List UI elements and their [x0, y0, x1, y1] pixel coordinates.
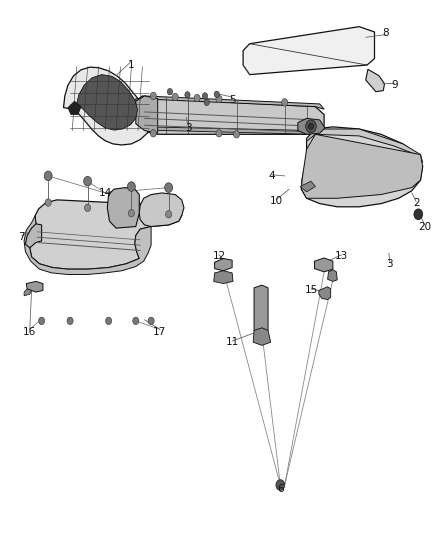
Circle shape	[414, 209, 423, 220]
Circle shape	[204, 99, 209, 106]
Polygon shape	[307, 129, 423, 163]
Text: 8: 8	[382, 28, 389, 38]
Circle shape	[150, 130, 156, 137]
Polygon shape	[328, 270, 337, 281]
Polygon shape	[136, 124, 323, 134]
Text: 6: 6	[277, 484, 284, 494]
Text: 5: 5	[229, 95, 236, 105]
Circle shape	[150, 92, 156, 100]
Polygon shape	[366, 69, 385, 92]
Text: 14: 14	[99, 188, 112, 198]
Polygon shape	[319, 287, 331, 300]
Text: 15: 15	[304, 286, 318, 295]
Polygon shape	[68, 101, 81, 115]
Circle shape	[39, 317, 45, 325]
Circle shape	[172, 93, 178, 101]
Polygon shape	[139, 193, 184, 227]
Circle shape	[67, 317, 73, 325]
Polygon shape	[243, 27, 374, 75]
Circle shape	[282, 99, 288, 106]
Text: 4: 4	[268, 171, 275, 181]
Text: 9: 9	[391, 80, 398, 90]
Circle shape	[308, 123, 314, 130]
Circle shape	[165, 183, 173, 192]
Polygon shape	[107, 188, 139, 228]
Polygon shape	[215, 259, 232, 271]
Text: 17: 17	[153, 327, 166, 336]
Polygon shape	[77, 75, 138, 130]
Polygon shape	[25, 224, 42, 248]
Polygon shape	[314, 258, 333, 272]
Circle shape	[202, 93, 208, 99]
Circle shape	[44, 171, 52, 181]
Text: 13: 13	[335, 251, 348, 261]
Circle shape	[166, 211, 172, 218]
Text: 3: 3	[185, 123, 192, 133]
Polygon shape	[136, 96, 158, 133]
Circle shape	[216, 130, 222, 137]
Polygon shape	[300, 181, 315, 192]
Circle shape	[106, 317, 112, 325]
Circle shape	[214, 91, 219, 98]
Circle shape	[127, 182, 135, 191]
Circle shape	[167, 88, 173, 95]
Circle shape	[306, 120, 316, 133]
Text: 2: 2	[413, 198, 420, 207]
Circle shape	[216, 95, 222, 103]
Circle shape	[233, 131, 240, 138]
Text: 10: 10	[269, 197, 283, 206]
Circle shape	[128, 209, 134, 217]
Polygon shape	[24, 216, 151, 274]
Polygon shape	[298, 118, 325, 134]
Circle shape	[148, 317, 154, 325]
Polygon shape	[254, 285, 268, 333]
Polygon shape	[253, 328, 271, 345]
Circle shape	[185, 92, 190, 98]
Text: 16: 16	[23, 327, 36, 336]
Circle shape	[276, 480, 285, 490]
Polygon shape	[136, 96, 324, 134]
Polygon shape	[301, 127, 423, 207]
Text: 11: 11	[226, 337, 239, 347]
Text: 7: 7	[18, 232, 25, 242]
Circle shape	[133, 317, 139, 325]
Circle shape	[194, 94, 200, 102]
Text: 12: 12	[212, 251, 226, 261]
Polygon shape	[24, 289, 32, 296]
Circle shape	[84, 176, 92, 186]
Text: 1: 1	[128, 60, 135, 70]
Text: 20: 20	[418, 222, 431, 231]
Polygon shape	[136, 96, 324, 109]
Polygon shape	[214, 271, 233, 284]
Polygon shape	[30, 200, 182, 269]
Polygon shape	[64, 67, 150, 145]
Polygon shape	[26, 281, 43, 292]
Text: 3: 3	[386, 259, 393, 269]
Circle shape	[85, 204, 91, 212]
Polygon shape	[301, 134, 423, 198]
Circle shape	[45, 199, 51, 206]
